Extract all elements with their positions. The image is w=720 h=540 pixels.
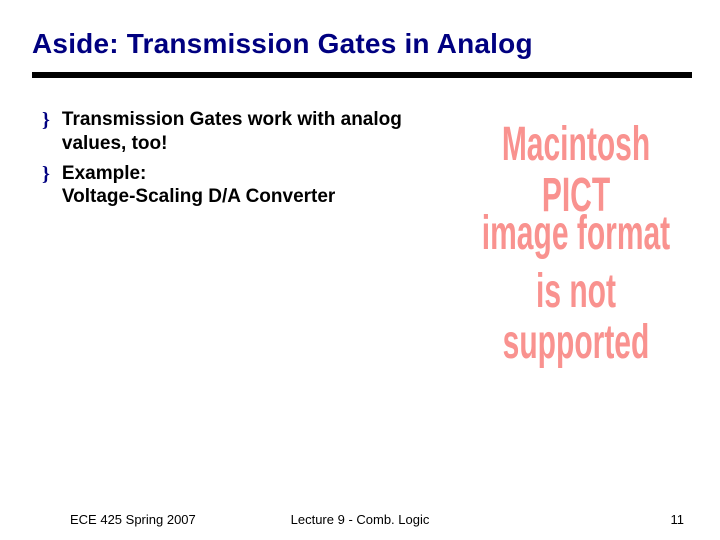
bullet-marker-icon: } — [42, 162, 50, 187]
placeholder-line: is not supported — [466, 267, 686, 368]
placeholder-line: Macintosh PICT — [466, 120, 686, 221]
slide-title: Aside: Transmission Gates in Analog — [32, 28, 533, 60]
bullet-text: Transmission Gates work with analog valu… — [62, 108, 412, 156]
bullet-item: } Transmission Gates work with analog va… — [42, 108, 412, 156]
title-underline — [32, 72, 692, 78]
footer-page-number: 11 — [671, 512, 685, 527]
footer-lecture: Lecture 9 - Comb. Logic — [0, 512, 720, 527]
bullet-item: } Example: Voltage-Scaling D/A Converter — [42, 162, 412, 210]
bullet-list: } Transmission Gates work with analog va… — [42, 108, 412, 215]
bullet-text: Example: Voltage-Scaling D/A Converter — [62, 162, 412, 210]
missing-image-placeholder: Macintosh PICT image format is not suppo… — [466, 120, 686, 330]
placeholder-line: image format — [466, 209, 686, 259]
bullet-marker-icon: } — [42, 108, 50, 133]
bullet-text-line: Voltage-Scaling D/A Converter — [62, 186, 335, 207]
bullet-text-line: Example: — [62, 163, 146, 184]
slide: Aside: Transmission Gates in Analog } Tr… — [0, 0, 720, 540]
